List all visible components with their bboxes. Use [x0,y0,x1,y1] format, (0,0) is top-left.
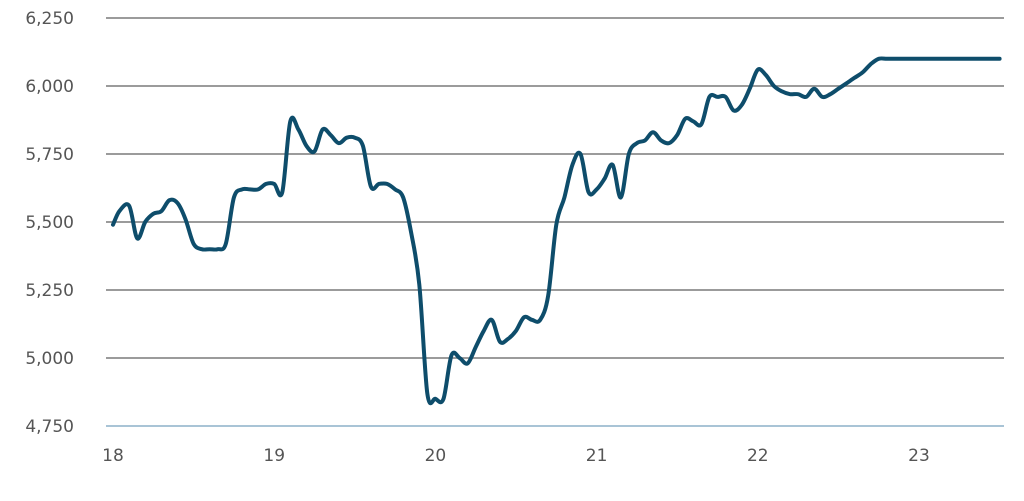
grid-lines [106,17,1004,427]
y-tick-label: 6,250 [25,9,74,29]
y-tick-label: 5,000 [25,349,74,369]
x-tick-label: 20 [425,446,447,466]
y-tick-label: 4,750 [25,417,74,437]
x-tick-label: 22 [747,446,769,466]
series-line [111,56,1002,406]
y-tick-label: 6,000 [25,77,74,97]
y-tick-label: 5,500 [25,213,74,233]
x-tick-label: 19 [263,446,285,466]
y-axis-labels: 6,250 6,000 5,750 5,500 5,250 5,000 4,750 [25,9,74,437]
x-tick-label: 21 [586,446,608,466]
x-tick-label: 23 [908,446,930,466]
x-axis-labels: 18 19 20 21 22 23 [102,446,930,466]
y-tick-label: 5,250 [25,281,74,301]
y-tick-label: 5,750 [25,145,74,165]
x-tick-label: 18 [102,446,124,466]
